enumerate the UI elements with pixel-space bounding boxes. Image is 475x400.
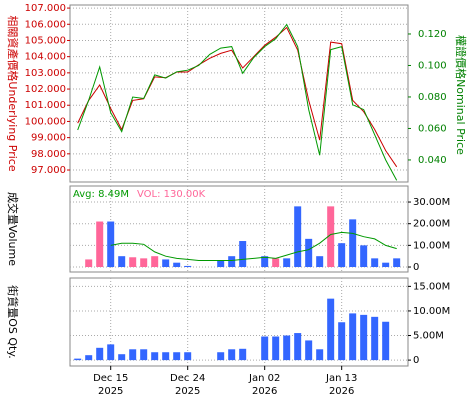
bar (118, 354, 126, 361)
bar (162, 352, 170, 361)
bar (294, 333, 302, 361)
annotation: VOL: 130.00K (137, 189, 206, 200)
y-tick-label: 99.000 (31, 133, 66, 144)
bar (239, 348, 247, 361)
bar (338, 322, 346, 361)
bar (74, 358, 82, 361)
bar (272, 258, 280, 268)
bar (327, 206, 335, 268)
plot-frame (69, 4, 409, 183)
bar (338, 243, 346, 268)
bar (228, 349, 236, 361)
bar (316, 349, 324, 361)
y2-tick-label: 0.060 (418, 123, 447, 134)
bar (382, 262, 390, 268)
y-tick-label: 20.00M (413, 219, 450, 230)
y2-tick-label: 0.040 (418, 155, 447, 166)
y-tick-label: 10.00M (413, 306, 450, 317)
bar (371, 316, 379, 361)
bar (107, 221, 115, 268)
y-tick-label: 0 (413, 355, 419, 366)
bar (239, 241, 247, 268)
y-tick-label: 30.00M (413, 197, 450, 208)
y-axis-title: 相關資產價格Underlying Price (6, 15, 20, 171)
bar (151, 256, 159, 268)
bar (129, 257, 137, 268)
bar (217, 352, 225, 361)
bar (382, 321, 390, 361)
y2-axis-title: 權證價格Nominal Price (454, 35, 468, 155)
y-tick-label: 0 (413, 262, 419, 273)
bar (294, 206, 302, 268)
x-tick-label: Jan 02 (248, 373, 280, 384)
bar (85, 259, 93, 268)
bar (305, 340, 313, 361)
bar (118, 256, 126, 268)
y-tick-label: 97.000 (31, 165, 66, 176)
bar (151, 352, 159, 361)
bar (173, 262, 181, 268)
annotation: Avg: 8.49M (73, 189, 129, 200)
y-tick-label: 15.00M (413, 281, 450, 292)
x-tick-label: Jan 13 (325, 373, 357, 384)
bar (272, 336, 280, 361)
avg-line (110, 231, 397, 261)
bar (283, 335, 291, 361)
bar (327, 298, 335, 361)
x-tick-year: 2026 (329, 386, 354, 397)
bar (140, 258, 148, 268)
y-tick-label: 10.00M (413, 240, 450, 251)
y-tick-label: 106.000 (25, 19, 66, 30)
y-tick-label: 98.000 (31, 149, 66, 160)
y-tick-label: 100.000 (25, 116, 66, 127)
y2-tick-label: 0.120 (418, 29, 447, 40)
y-tick-label: 105.000 (25, 35, 66, 46)
bar (96, 347, 104, 361)
y-tick-label: 104.000 (25, 52, 66, 63)
bar (371, 258, 379, 268)
bar (184, 265, 192, 268)
bar (393, 258, 401, 268)
bar (316, 256, 324, 268)
bar (360, 314, 368, 361)
bar (162, 259, 170, 268)
bar (217, 260, 225, 268)
bar (283, 258, 291, 268)
bar (360, 245, 368, 268)
bar (305, 238, 313, 268)
line-series (77, 23, 398, 181)
x-tick-year: 2025 (175, 386, 200, 397)
plot-frame (69, 185, 409, 273)
y-tick-label: 5.00M (413, 331, 444, 342)
bar (129, 349, 137, 361)
plot-frame (69, 277, 409, 367)
x-tick-label: Dec 24 (170, 373, 205, 384)
x-tick-label: Dec 15 (93, 373, 128, 384)
bar (349, 219, 357, 268)
bar (228, 256, 236, 268)
y-tick-label: 107.000 (25, 3, 66, 14)
bar (173, 352, 181, 361)
y2-tick-label: 0.080 (418, 92, 447, 103)
y-tick-label: 103.000 (25, 68, 66, 79)
y-axis-title: 街貨量OS Qty. (6, 285, 20, 359)
bar (261, 336, 269, 361)
bar (107, 344, 115, 361)
bar (85, 355, 93, 361)
bar (184, 352, 192, 361)
bar (349, 313, 357, 361)
x-tick-year: 2026 (252, 386, 277, 397)
bar (96, 221, 104, 268)
y-tick-label: 101.000 (25, 100, 66, 111)
y2-tick-label: 0.100 (418, 60, 447, 71)
bar (261, 256, 269, 268)
bar (140, 349, 148, 361)
y-axis-title: 成交量Volume (6, 192, 20, 266)
y-tick-label: 102.000 (25, 84, 66, 95)
x-tick-year: 2025 (98, 386, 123, 397)
